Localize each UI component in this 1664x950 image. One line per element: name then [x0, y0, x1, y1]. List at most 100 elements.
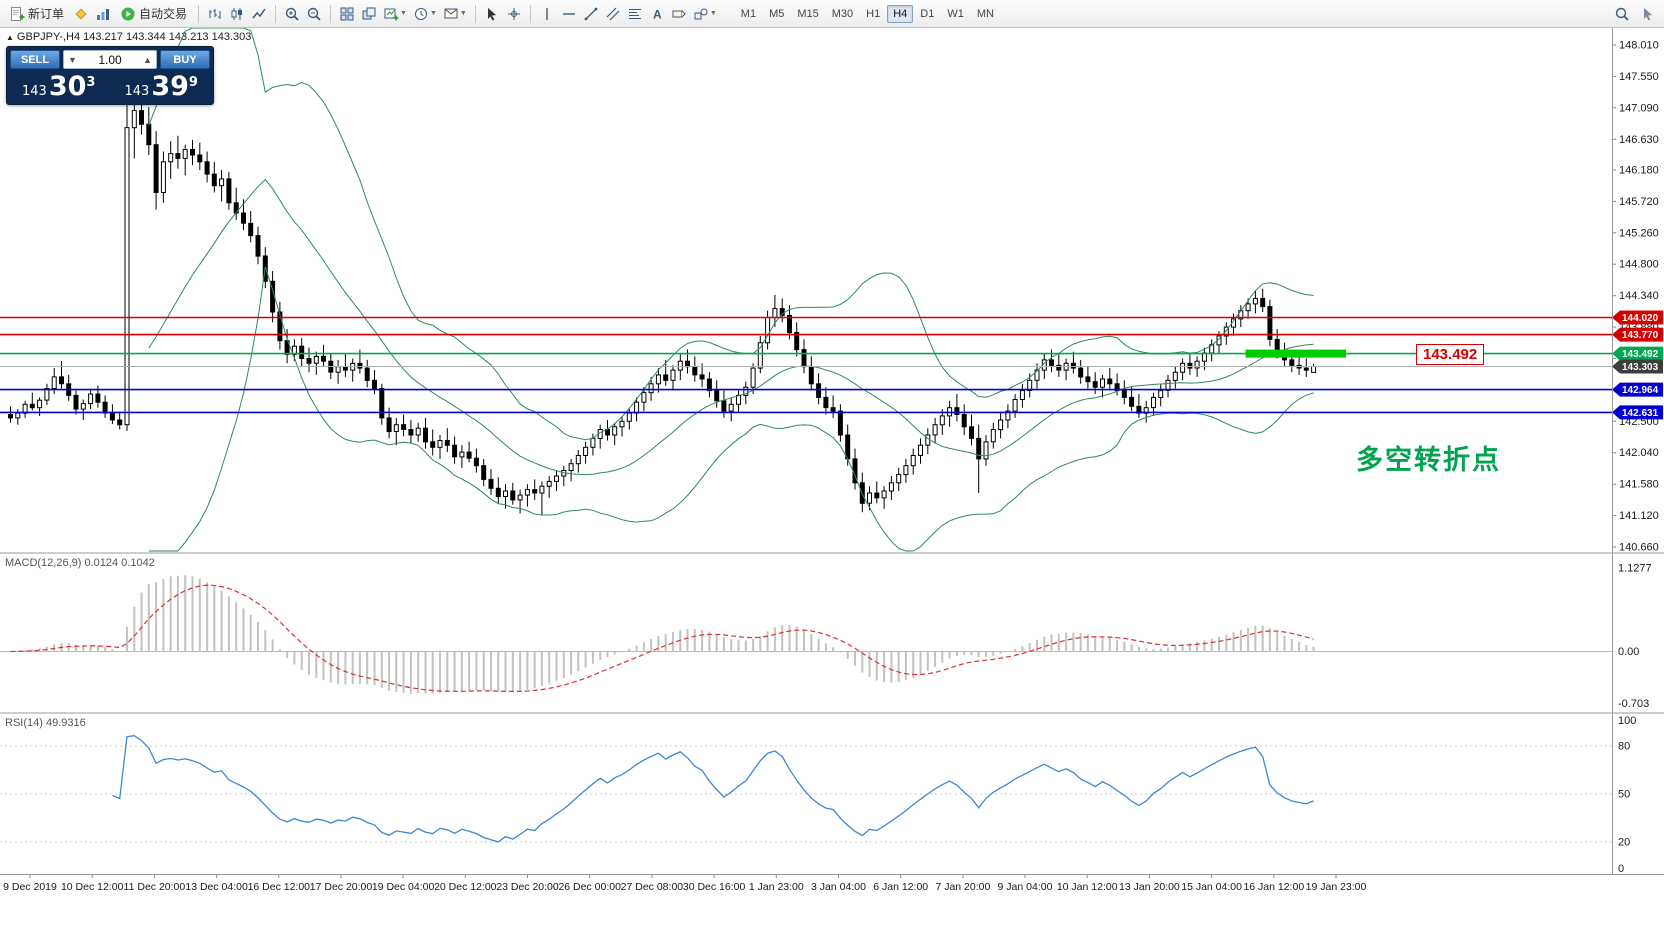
tile-windows-button[interactable] [337, 3, 357, 24]
svg-text:A: A [653, 7, 662, 21]
templates-button[interactable]: ▼ [441, 3, 469, 24]
timeframe-button-d1[interactable]: D1 [914, 5, 940, 23]
new-order-icon [11, 6, 25, 21]
price-axis-label: 144.800 [1619, 259, 1659, 271]
candlestick-chart-button[interactable] [227, 3, 247, 24]
lot-size-field[interactable]: ▼ 1.00 ▲ [63, 50, 157, 69]
buy-button[interactable]: BUY [160, 50, 210, 69]
auto-trading-button[interactable]: 自动交易 [115, 3, 192, 24]
periods-button[interactable]: ▼ [411, 3, 439, 24]
bar-chart-icon [209, 8, 221, 19]
rsi-scale-label: 0 [1618, 863, 1624, 875]
time-axis-label: 20 Dec 12:00 [434, 881, 497, 893]
zoom-in-button[interactable] [282, 3, 302, 24]
candle-body [881, 490, 887, 499]
timeframe-button-m5[interactable]: M5 [763, 5, 790, 23]
candle-body [750, 367, 756, 388]
timeframe-button-m30[interactable]: M30 [826, 5, 859, 23]
text-tool-button[interactable]: A [647, 3, 667, 24]
shapes-tool-button[interactable]: ▼ [691, 3, 719, 24]
vertical-line-tool-button[interactable] [537, 3, 557, 24]
candle-body [241, 212, 246, 224]
candle-body [204, 161, 210, 175]
candle-body [575, 455, 581, 465]
label-tool-button[interactable] [669, 3, 689, 24]
timeframe-button-mn[interactable]: MN [971, 5, 1000, 23]
price-tag [1612, 346, 1663, 361]
horizontal-line-tool-button[interactable] [559, 3, 579, 24]
macd-signal-line [10, 584, 1314, 693]
candle-body [481, 465, 487, 480]
candle-body [663, 374, 669, 381]
crosshair-tool-button[interactable] [504, 3, 524, 24]
timeframe-button-h1[interactable]: H1 [860, 5, 886, 23]
candle-body [983, 441, 989, 460]
lot-increase-button[interactable]: ▲ [143, 54, 152, 65]
candle-body [823, 396, 829, 409]
market-button[interactable] [71, 3, 91, 24]
ask-prefix: 143 [124, 84, 150, 99]
macd-indicator-label: MACD(12,26,9) 0.0124 0.1042 [5, 557, 155, 569]
time-axis-label: 3 Jan 04:00 [811, 881, 866, 893]
level-price-callout[interactable]: 143.492 [1416, 344, 1485, 365]
lower-band [148, 266, 1314, 552]
ask-price[interactable]: 143399 [113, 71, 211, 101]
profiles-button[interactable] [93, 3, 113, 24]
price-axis-label: 147.090 [1619, 102, 1659, 114]
candle-body [168, 153, 174, 163]
highlight-zone[interactable] [1245, 349, 1347, 358]
candle-body [146, 123, 152, 146]
market-icon [75, 7, 87, 20]
sell-button[interactable]: SELL [10, 50, 60, 69]
cascade-windows-button[interactable] [359, 3, 379, 24]
bid-price[interactable]: 143303 [10, 71, 108, 101]
candle-body [444, 440, 450, 446]
expand-arrow-icon[interactable]: ▲ [6, 33, 14, 42]
candle-body [8, 414, 13, 419]
timeframe-button-w1[interactable]: W1 [941, 5, 970, 23]
zoom-out-button[interactable] [304, 3, 324, 24]
pointer-mode-button[interactable] [1638, 3, 1658, 24]
label-icon [672, 10, 686, 17]
candle-body [1070, 362, 1076, 369]
time-axis-label: 6 Jan 12:00 [873, 881, 928, 893]
timeframe-button-h4[interactable]: H4 [887, 4, 914, 23]
candle-body [109, 412, 115, 421]
candle-body [801, 349, 807, 368]
price-tag-label: 142.631 [1622, 408, 1659, 419]
ask-pipette: 9 [188, 75, 198, 90]
chevron-down-icon: ▼ [400, 10, 407, 17]
timeframe-button-m1[interactable]: M1 [735, 5, 762, 23]
price-axis-label: 146.630 [1619, 134, 1659, 146]
lot-decrease-button[interactable]: ▼ [68, 54, 77, 65]
search-button[interactable] [1612, 3, 1632, 24]
candle-body [706, 378, 712, 392]
bar-chart-button[interactable] [205, 3, 225, 24]
candle-body [495, 487, 501, 497]
fibonacci-tool-button[interactable] [625, 3, 645, 24]
candle-body [532, 489, 538, 494]
price-tag [1612, 327, 1663, 342]
candle-body [554, 475, 559, 482]
timeframe-button-m15[interactable]: M15 [791, 5, 824, 23]
candle-body [685, 360, 690, 368]
chevron-down-icon: ▼ [709, 10, 717, 17]
channel-tool-button[interactable] [603, 3, 623, 24]
rsi-scale-label: 80 [1618, 741, 1630, 753]
candle-body [1289, 359, 1295, 366]
time-axis-label: 7 Jan 20:00 [935, 881, 990, 893]
line-chart-button[interactable] [249, 3, 269, 24]
candle-body [954, 407, 960, 416]
new-chart-icon [384, 8, 399, 20]
upper-band [148, 27, 1314, 441]
toolbar-right-group [1612, 3, 1660, 24]
zoom-out-icon [307, 7, 321, 21]
cursor-tool-button[interactable] [482, 3, 502, 24]
candle-body [197, 154, 203, 163]
horizontal-level-lines[interactable] [0, 316, 1612, 414]
candle-body [539, 485, 545, 494]
new-chart-button[interactable]: ▼ [381, 3, 409, 24]
trendline-tool-button[interactable] [581, 3, 601, 24]
new-order-button[interactable]: 新订单 [4, 3, 69, 24]
